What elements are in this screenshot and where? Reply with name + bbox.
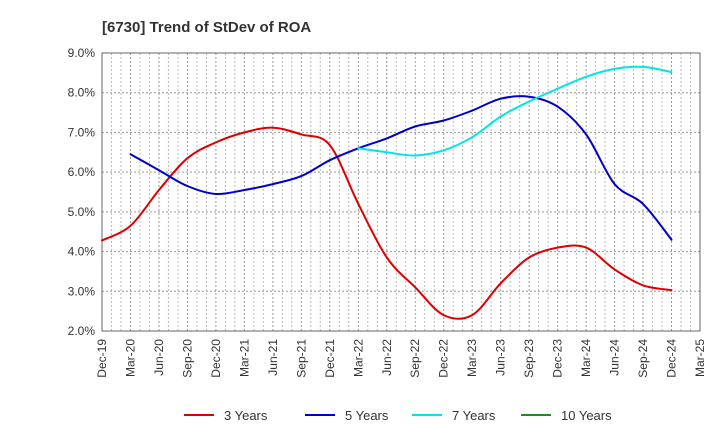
x-tick-label: Mar-22 [351, 339, 365, 377]
y-tick-label: 8.0% [68, 86, 96, 100]
grid-layer [101, 52, 701, 332]
x-tick-label: Dec-20 [209, 339, 223, 378]
legend-label: 7 Years [452, 408, 496, 423]
x-tick-label: Dec-22 [437, 339, 451, 378]
legend: 3 Years 5 Years 7 Years 10 Years [184, 408, 612, 423]
y-tick-label: 3.0% [68, 284, 96, 298]
legend-item: 7 Years [412, 408, 496, 423]
y-tick-label: 6.0% [68, 165, 96, 179]
legend-item: 3 Years [184, 408, 268, 423]
legend-label: 10 Years [561, 408, 612, 423]
x-tick-label: Dec-23 [551, 339, 565, 378]
x-tick-label: Sep-22 [408, 339, 422, 378]
x-tick-label: Dec-19 [95, 339, 109, 378]
x-tick-label: Sep-24 [636, 339, 650, 378]
legend-label: 3 Years [224, 408, 268, 423]
series-line-3 [357, 65, 673, 157]
x-tick-label: Mar-23 [465, 339, 479, 377]
legend-item: 5 Years [305, 408, 389, 423]
y-tick-label: 4.0% [68, 245, 96, 259]
x-tick-label: Sep-23 [522, 339, 536, 378]
x-tick-label: Dec-21 [323, 339, 337, 378]
x-tick-label: Jun-23 [494, 339, 508, 376]
y-tick-label: 9.0% [68, 46, 96, 60]
x-tick-label: Mar-24 [579, 339, 593, 377]
y-tick-label: 5.0% [68, 205, 96, 219]
chart-title: [6730] Trend of StDev of ROA [102, 19, 311, 36]
legend-item: 10 Years [521, 408, 612, 423]
x-tick-label: Jun-24 [608, 339, 622, 376]
plot-area [102, 53, 700, 331]
x-tick-label: Mar-21 [237, 339, 251, 377]
axis-layer: 2.0% 3.0% 4.0% 5.0% 6.0% 7.0% 8.0% 9.0% Dec-19 Ma… [68, 46, 707, 378]
x-tick-label: Dec-24 [665, 339, 679, 378]
x-tick-label: Sep-21 [294, 339, 308, 378]
x-tick-label: Jun-21 [266, 339, 280, 376]
series-layer [101, 65, 673, 320]
y-tick-label: 7.0% [68, 125, 96, 139]
series-line-2 [129, 95, 673, 241]
y-tick-label: 2.0% [68, 324, 96, 338]
legend-label: 5 Years [345, 408, 389, 423]
plot-border [101, 52, 701, 332]
x-tick-label: Mar-25 [693, 339, 707, 377]
x-tick-label: Sep-20 [180, 339, 194, 378]
x-tick-label: Jun-20 [152, 339, 166, 376]
x-tick-label: Mar-20 [123, 339, 137, 377]
x-tick-label: Jun-22 [380, 339, 394, 376]
series-line-1 [101, 126, 673, 320]
